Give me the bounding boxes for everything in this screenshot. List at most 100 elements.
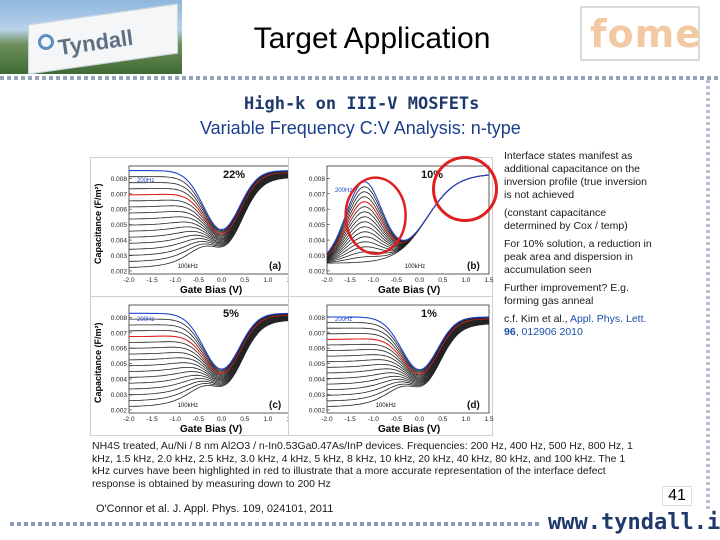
cv-curve [129,172,292,237]
x-tick-label: 1.5 [484,416,493,423]
cv-curve [128,313,291,371]
cv-curve [326,323,490,402]
cv-curve [129,316,292,380]
doping-percent-label: 22% [223,169,245,181]
y-tick-label: 0.002 [111,407,128,414]
panel-letter-label: (c) [269,400,281,411]
figure-heading: Variable Frequency C:V Analysis: n-type [200,118,521,138]
cv-curve [326,322,490,391]
x-tick-label: 1.0 [263,416,272,423]
cv-curve [129,177,292,268]
x-tick-label: -1.0 [368,277,380,284]
y-tick-label: 0.003 [309,392,326,399]
cv-curve [128,318,292,384]
reference-volume: 96 [504,326,516,338]
y-tick-label: 0.005 [111,361,128,368]
y-tick-label: 0.005 [111,222,128,229]
x-tick-label: -1.0 [170,277,182,284]
y-tick-label: 0.002 [309,407,326,414]
y-tick-label: 0.006 [309,346,326,353]
y-tick-label: 0.003 [309,253,326,260]
x-tick-label: -2.0 [123,277,135,284]
cv-curve [327,321,490,381]
cv-curve [129,170,291,232]
cv-curve [327,317,489,372]
cv-curve [129,173,292,238]
cv-curve [129,317,292,382]
x-axis-label: Gate Bias (V) [378,424,441,435]
note-interface-states: Interface states manifest as additional … [504,150,647,201]
cv-curve [129,315,292,377]
tyndall-logo-photo: Tyndall [0,0,182,74]
cv-plot: 0.008 0.007 0.006 0.005 0.004 0.003 0.002 -2.0 -… [111,304,296,423]
slide-subtitle: High-k on III-V MOSFETs [244,94,480,114]
y-tick-label: 0.003 [111,253,128,260]
panel-letter-label: (b) [467,261,480,272]
x-tick-label: -2.0 [321,416,333,423]
cv-curve [327,317,490,373]
cv-curve [129,314,292,375]
cv-curve [128,174,292,240]
low-frequency-label: 100kHz [178,403,198,409]
y-axis-label: Capacitance (F/m²) [93,322,103,403]
cv-curve [129,319,292,396]
cv-curve [327,317,489,374]
figure-caption: NH4S treated, Au/Ni / 8 nm Al2O3 / n-In0… [92,440,633,490]
low-frequency-label: 100kHz [376,403,396,409]
y-tick-label: 0.008 [111,176,128,183]
note-further-improvement: Further improvement? E.g. forming gas an… [504,282,629,307]
x-tick-label: -1.5 [345,416,357,423]
x-tick-label: 0.5 [240,277,249,284]
footer-url: www.tyndall.ie [548,510,720,535]
doping-percent-label: 1% [421,308,437,320]
panel-letter-label: (d) [467,400,480,411]
tyndall-logo-icon [38,34,54,50]
cv-curve [128,318,292,390]
x-axis-label: Gate Bias (V) [180,424,243,435]
x-tick-label: -1.5 [147,277,159,284]
cv-curve [129,316,292,379]
cv-panel: 0.008 0.007 0.006 0.005 0.004 0.003 0.002 -2.0 -… [90,296,296,436]
reference-prefix: c.f. Kim et al., [504,313,570,325]
accumulation-highlight-circle [432,156,498,222]
y-tick-label: 0.004 [309,377,326,384]
x-tick-label: -0.5 [391,277,403,284]
y-tick-label: 0.007 [309,330,326,337]
cv-curve [129,315,291,375]
cv-curve [327,321,490,385]
cv-curve [129,312,291,370]
cv-curve [326,322,490,396]
high-frequency-label: 200Hz [335,317,352,323]
x-tick-label: 0.5 [438,416,447,423]
slide-title: Target Application [253,22,491,55]
cv-curve [129,320,292,407]
x-tick-label: -0.5 [193,277,205,284]
x-tick-label: -1.0 [368,416,380,423]
cv-curve [129,176,292,256]
y-tick-label: 0.006 [111,346,128,353]
cv-curve [129,170,291,231]
x-tick-label: -1.0 [170,416,182,423]
note-reference: c.f. Kim et al., Appl. Phys. Lett. 96, 0… [504,313,654,339]
x-tick-label: 0.0 [415,416,424,423]
x-tick-label: 1.0 [461,277,470,284]
cv-curve [128,176,292,262]
x-tick-label: 0.5 [240,416,249,423]
cv-curve [128,176,292,250]
y-tick-label: 0.007 [111,330,128,337]
x-tick-label: -0.5 [391,416,403,423]
cv-curve [128,175,292,242]
cv-curve [326,323,490,407]
x-tick-label: -2.0 [321,277,333,284]
x-tick-label: 0.0 [217,277,226,284]
y-tick-label: 0.004 [111,238,128,245]
x-tick-label: -2.0 [123,416,135,423]
citation: O'Connor et al. J. Appl. Phys. 109, 0241… [96,503,334,515]
cv-curve [129,172,292,236]
cv-curve [327,320,490,380]
y-tick-label: 0.004 [309,238,326,245]
cv-curve [129,175,292,244]
cv-panel: 0.008 0.007 0.006 0.005 0.004 0.003 0.002 -2.0 -… [288,296,494,436]
y-tick-label: 0.008 [309,315,326,322]
cv-curve [128,316,291,378]
